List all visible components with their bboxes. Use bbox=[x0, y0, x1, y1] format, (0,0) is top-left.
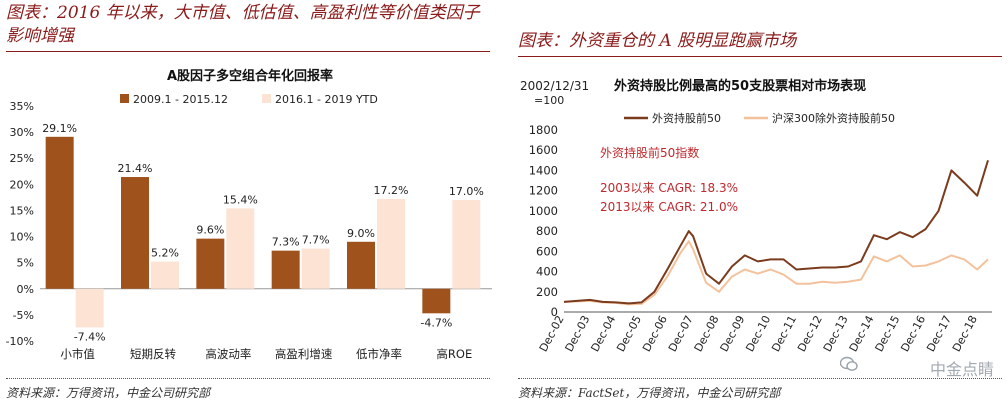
bar-data-label: -4.7% bbox=[420, 316, 452, 329]
y-tick-label: 600 bbox=[536, 244, 558, 258]
right-title-rule bbox=[518, 56, 1002, 57]
bar bbox=[377, 198, 405, 289]
y-tick-label: 15% bbox=[10, 204, 34, 217]
y-tick-label: -5% bbox=[13, 309, 34, 322]
bar-data-label: 17.0% bbox=[449, 185, 484, 198]
left-panel-title: 图表：2016 年以来，大市值、低估值、高盈利性等价值类因子影响增强 bbox=[6, 3, 480, 46]
bar-data-label: 5.2% bbox=[151, 247, 179, 260]
y-tick-label: 200 bbox=[536, 285, 558, 299]
bar bbox=[45, 136, 74, 289]
legend-label: 外资持股前50 bbox=[652, 111, 721, 125]
right-source-rule bbox=[518, 378, 1002, 379]
bar-data-label: 9.6% bbox=[196, 224, 224, 237]
y-tick-label: 0% bbox=[17, 283, 34, 296]
legend-swatch bbox=[120, 94, 129, 103]
bar-data-label: -7.4% bbox=[74, 330, 106, 343]
legend-label: 2009.1 - 2015.12 bbox=[133, 93, 228, 106]
y-tick-label: -10% bbox=[6, 335, 34, 348]
bar bbox=[151, 261, 179, 289]
y-tick-label: 5% bbox=[17, 257, 34, 270]
bar-data-label: 29.1% bbox=[42, 122, 77, 135]
bar bbox=[452, 200, 481, 289]
y-tick-label: 400 bbox=[536, 265, 558, 279]
left-title-rule bbox=[6, 51, 490, 52]
category-label: 低市净率 bbox=[356, 347, 402, 361]
legend-label: 2016.1 - 2019 YTD bbox=[275, 93, 378, 106]
bar bbox=[121, 177, 149, 289]
category-label: 高ROE bbox=[436, 347, 472, 361]
y-tick-label: 1200 bbox=[529, 184, 558, 198]
bar-data-label: 7.7% bbox=[302, 234, 330, 247]
base-date-note: 2002/12/31 bbox=[520, 79, 589, 93]
category-label: 小市值 bbox=[60, 347, 95, 361]
watermark-label: 中金点睛 bbox=[929, 360, 994, 379]
right-source-note: 资料来源：FactSet，万得资讯，中金公司研究部 bbox=[518, 386, 781, 400]
base-value-note: =100 bbox=[534, 94, 564, 107]
left-source-rule bbox=[6, 378, 490, 379]
foreign-holding-line-chart: 2002/12/31=100 外资持股比例最高的50支股票相对市场表现 0 200 40… bbox=[520, 78, 992, 354]
x-tick-label: Dec-18 bbox=[950, 313, 980, 354]
series-line-hs300-ex-top50 bbox=[563, 240, 989, 306]
bar-data-label: 21.4% bbox=[118, 162, 153, 175]
y-tick-label: 20% bbox=[10, 178, 34, 191]
bar-data-label: 7.3% bbox=[272, 236, 300, 249]
annotation-index-name: 外资持股前50指数 bbox=[600, 145, 699, 160]
left-source-note: 资料来源：万得资讯，中金公司研究部 bbox=[6, 386, 211, 400]
legend-swatch bbox=[262, 94, 271, 103]
wechat-icon bbox=[840, 356, 858, 371]
right-panel-title: 图表：外资重仓的 A 股明显跑赢市场 bbox=[518, 31, 797, 51]
bar-data-label: 15.4% bbox=[223, 193, 258, 206]
bar bbox=[301, 248, 330, 289]
y-tick-label: 1600 bbox=[529, 143, 558, 157]
y-tick-label: 35% bbox=[10, 100, 34, 113]
bar bbox=[226, 208, 255, 289]
category-label: 短期反转 bbox=[130, 347, 176, 361]
annotation-cagr-2013: 2013以来 CAGR: 21.0% bbox=[600, 200, 738, 214]
series-line-foreign-top50 bbox=[563, 160, 989, 305]
line-chart-title: 外资持股比例最高的50支股票相对市场表现 bbox=[613, 78, 866, 94]
annotation-cagr-2003: 2003以来 CAGR: 18.3% bbox=[600, 181, 738, 195]
y-tick-label: 800 bbox=[536, 224, 558, 238]
legend-label: 沪深300除外资持股前50 bbox=[772, 111, 895, 125]
bar bbox=[75, 288, 104, 328]
category-label: 高波动率 bbox=[205, 347, 251, 361]
y-tick-label: 1400 bbox=[529, 163, 558, 177]
bar bbox=[347, 241, 375, 289]
bar bbox=[422, 288, 451, 314]
y-tick-label: 25% bbox=[10, 152, 34, 165]
factor-bar-chart: A股因子多空组合年化回报率 -10% -5% 0% 5% 10% 15% 20% 25% 30% 3… bbox=[6, 68, 492, 361]
y-tick-label: 1800 bbox=[529, 123, 558, 137]
bar-chart-title: A股因子多空组合年化回报率 bbox=[167, 68, 333, 84]
category-label: 高盈利增速 bbox=[275, 347, 333, 361]
y-tick-label: 10% bbox=[10, 231, 34, 244]
y-tick-label: 30% bbox=[10, 126, 34, 139]
bar-data-label: 17.2% bbox=[374, 184, 409, 197]
bar bbox=[196, 238, 225, 289]
bar-data-label: 9.0% bbox=[347, 227, 375, 240]
y-tick-label: 0 bbox=[551, 305, 558, 319]
y-tick-label: 1000 bbox=[529, 204, 558, 218]
bar bbox=[271, 250, 300, 289]
